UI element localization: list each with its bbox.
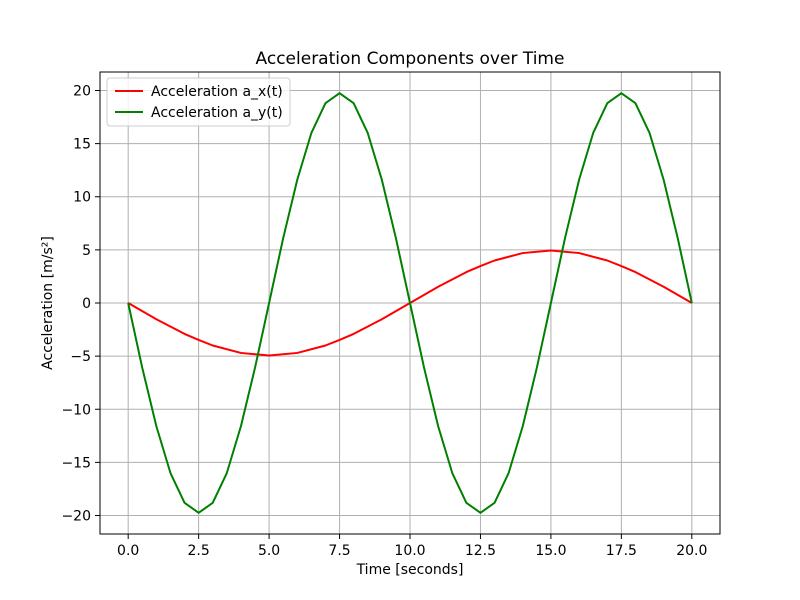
legend-box xyxy=(106,77,291,127)
y-tick-label: −10 xyxy=(61,402,91,418)
x-tick-label: 2.5 xyxy=(188,543,210,559)
y-tick-label: 15 xyxy=(73,137,91,153)
y-tick-label: 5 xyxy=(82,243,91,259)
y-axis: −20 −15 −10 −5 0 5 10 15 20 xyxy=(61,83,100,525)
x-tick-label: 17.5 xyxy=(606,543,637,559)
y-axis-label: Acceleration [m/s²] xyxy=(40,236,56,370)
x-tick-label: 12.5 xyxy=(465,543,496,559)
x-tick-label: 15.0 xyxy=(535,543,566,559)
x-axis: 0.0 2.5 5.0 7.5 10.0 12.5 15.0 17.5 20.0 xyxy=(117,534,707,559)
y-tick-label: −5 xyxy=(70,349,91,365)
y-tick-label: 10 xyxy=(73,190,91,206)
series-layer xyxy=(127,92,693,514)
x-tick-label: 20.0 xyxy=(676,543,707,559)
legend-label: Acceleration a_y(t) xyxy=(151,105,283,121)
legend: Acceleration a_x(t) Acceleration a_y(t) xyxy=(106,77,291,127)
series-line-ay xyxy=(127,92,693,514)
chart-title: Acceleration Components over Time xyxy=(256,49,565,69)
x-tick-label: 5.0 xyxy=(258,543,280,559)
y-tick-label: 20 xyxy=(73,83,91,99)
x-tick-label: 10.0 xyxy=(394,543,425,559)
x-tick-label: 7.5 xyxy=(328,543,350,559)
x-axis-label: Time [seconds] xyxy=(356,562,464,578)
x-tick-label: 0.0 xyxy=(117,543,139,559)
y-tick-label: −15 xyxy=(61,455,91,471)
y-tick-label: 0 xyxy=(82,296,91,312)
y-tick-label: −20 xyxy=(61,509,91,525)
legend-label: Acceleration a_x(t) xyxy=(151,84,283,100)
